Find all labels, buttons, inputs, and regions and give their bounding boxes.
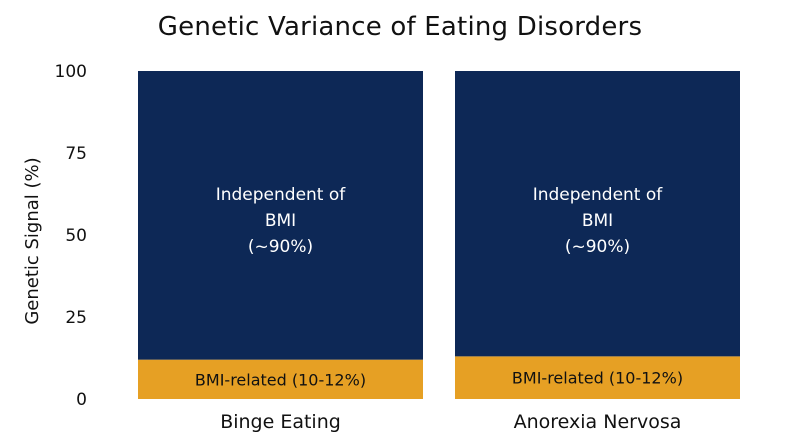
category-label: Anorexia Nervosa [514,411,682,433]
bar-segment-bmi-related [455,356,740,399]
segment-label: Independent of [216,185,347,205]
segment-label: (~90%) [248,237,313,257]
y-tick-label: 100 [55,62,87,82]
bar-segment-bmi-related [138,359,423,399]
category-label: Binge Eating [220,411,341,433]
chart-title: Genetic Variance of Eating Disorders [157,12,643,42]
segment-label: BMI [265,211,296,231]
segment-label: BMI [582,211,613,231]
bar-segment-independent [138,71,423,360]
segment-label: BMI-related (10-12%) [195,370,366,389]
y-tick-label: 50 [65,226,87,246]
segment-label: (~90%) [565,237,630,257]
segment-label: Independent of [533,185,664,205]
y-tick-label: 0 [76,390,87,410]
y-tick-label: 75 [65,144,87,164]
bar-segment-independent [455,71,740,357]
y-tick-label: 25 [65,308,87,328]
segment-label: BMI-related (10-12%) [512,369,683,388]
y-axis-title: Genetic Signal (%) [22,157,43,324]
